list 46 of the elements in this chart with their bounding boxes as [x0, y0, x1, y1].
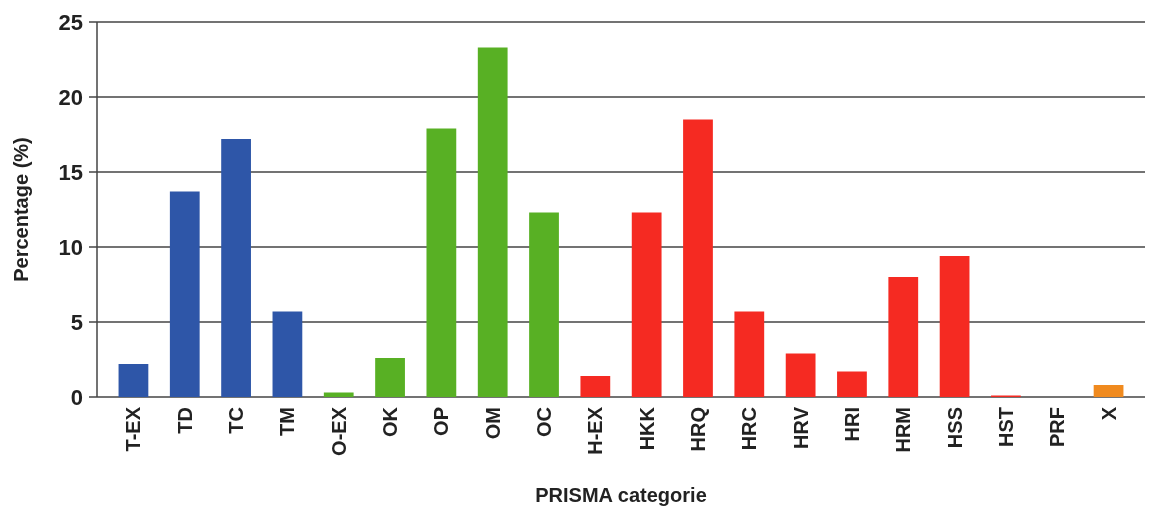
bar — [323, 392, 354, 397]
x-axis-title: PRISMA categorie — [535, 484, 707, 506]
x-tick-label: HRC — [738, 407, 761, 451]
bar — [734, 311, 765, 397]
x-tick-label: TM — [276, 407, 299, 436]
x-tick-label: HRV — [789, 406, 812, 449]
y-tick-label: 15 — [58, 159, 83, 185]
bar — [272, 311, 303, 397]
x-tick-label: TC — [225, 407, 248, 434]
bar — [785, 353, 816, 397]
bar — [426, 128, 457, 397]
y-axis-title: Percentage (%) — [10, 137, 32, 282]
x-tick-label: O-EX — [327, 406, 350, 456]
x-tick-label: OM — [481, 407, 504, 440]
bar — [683, 119, 713, 397]
bar — [837, 371, 867, 397]
bar — [477, 47, 508, 397]
bar — [631, 212, 662, 397]
x-tick-label: T-EX — [122, 406, 145, 452]
x-tick-label: TD — [173, 407, 196, 434]
bar — [888, 277, 919, 397]
x-tick-label: OK — [379, 406, 402, 437]
x-tick-label: OC — [533, 407, 556, 437]
bar — [1093, 385, 1124, 397]
y-tick-label: 20 — [58, 84, 83, 110]
x-tick-label: HRI — [840, 407, 863, 442]
bar — [529, 212, 559, 397]
x-tick-label: PRF — [1046, 407, 1069, 447]
x-tick-label: H-EX — [584, 406, 607, 455]
bar — [118, 364, 149, 397]
bar — [169, 191, 200, 397]
bar — [375, 358, 405, 397]
y-tick-label: 0 — [70, 384, 83, 410]
x-tick-label: HSS — [943, 407, 966, 449]
x-tick-label: X — [1097, 406, 1120, 421]
x-tick-label: HST — [994, 407, 1017, 447]
bar — [580, 376, 611, 397]
x-tick-label: OP — [430, 407, 453, 436]
x-tick-label: HRM — [892, 407, 915, 453]
x-tick-label: HKK — [635, 406, 658, 451]
bar — [221, 139, 251, 397]
y-tick-label: 5 — [70, 309, 83, 335]
y-tick-label: 25 — [58, 9, 83, 35]
bar — [939, 256, 970, 397]
y-tick-label: 10 — [58, 234, 83, 260]
x-tick-label: HRQ — [686, 407, 709, 452]
